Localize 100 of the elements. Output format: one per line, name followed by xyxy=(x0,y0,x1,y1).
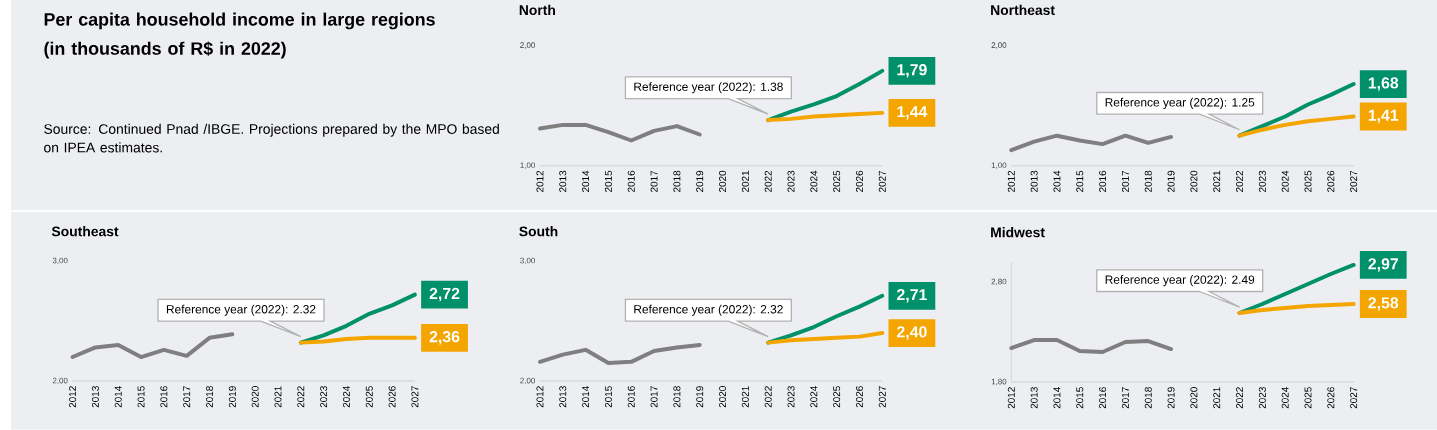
x-tick-label: 2014 xyxy=(114,386,122,408)
x-tick-label: 2017 xyxy=(1121,387,1129,409)
x-tick-label: 2014 xyxy=(582,386,590,408)
x-tick-label: 2018 xyxy=(673,170,681,193)
chart-title: South xyxy=(519,226,558,237)
x-tick-label: 2020 xyxy=(1190,170,1198,193)
x-tick-label: 2025 xyxy=(365,386,373,408)
x-tick-label: 2020 xyxy=(251,386,259,408)
data-label: 2,71 xyxy=(897,289,927,303)
data-label: 2,58 xyxy=(1368,297,1399,311)
annotation: Reference year (2022): 2.32 xyxy=(634,304,783,316)
x-tick-label: 2026 xyxy=(1327,170,1335,193)
x-tick-label: 2016 xyxy=(627,386,635,408)
x-tick-label: 2024 xyxy=(810,386,818,408)
x-tick-label: 2026 xyxy=(855,170,863,193)
x-tick-label: 2012 xyxy=(536,386,544,408)
x-tick-label: 2021 xyxy=(741,386,749,408)
x-tick-label: 2023 xyxy=(320,386,328,408)
x-tick-label: 2025 xyxy=(833,170,841,193)
x-tick-label: 2021 xyxy=(274,386,282,408)
x-tick-label: 2018 xyxy=(673,386,681,408)
x-tick-label: 2018 xyxy=(205,386,214,408)
x-tick-label: 2017 xyxy=(1121,171,1129,193)
chart-title: Southeast xyxy=(51,226,119,237)
x-tick-label: 2027 xyxy=(878,171,886,193)
x-tick-label: 2012 xyxy=(536,171,544,193)
x-tick-label: 2024 xyxy=(1281,387,1289,409)
x-tick-label: 2019 xyxy=(228,386,236,408)
x-tick-label: 2015 xyxy=(1076,170,1084,193)
annotation: Reference year (2022): 1.25 xyxy=(1105,97,1255,110)
x-tick-label: 2020 xyxy=(719,170,727,193)
line-series xyxy=(537,343,702,366)
x-tick-label: 2016 xyxy=(627,170,635,193)
x-tick-label: 2020 xyxy=(719,386,727,408)
line-series xyxy=(766,331,885,345)
x-tick-label: 2023 xyxy=(1258,170,1266,193)
x-tick-label: 2016 xyxy=(1099,170,1107,193)
x-tick-label: 2022 xyxy=(1236,171,1244,193)
x-tick-label: 2012 xyxy=(1007,171,1015,193)
x-tick-label: 2020 xyxy=(1190,387,1198,409)
data-label: 2,72 xyxy=(429,287,460,302)
x-tick-label: 2014 xyxy=(1053,170,1061,193)
x-tick-label: 2022 xyxy=(1236,387,1244,409)
x-tick-label: 2022 xyxy=(297,386,305,408)
x-tick-label: 2015 xyxy=(1076,387,1084,409)
annotation: Reference year (2022): 1.38 xyxy=(634,82,783,94)
x-tick-label: 2021 xyxy=(1213,171,1221,193)
chart-title: North xyxy=(519,4,555,16)
line-series xyxy=(1009,338,1174,355)
line-series xyxy=(70,332,235,360)
x-tick-label: 2014 xyxy=(582,170,590,193)
line-series xyxy=(1237,302,1356,316)
line-series xyxy=(1009,133,1174,153)
x-tick-label: 2013 xyxy=(559,386,567,408)
x-tick-label: 2012 xyxy=(69,386,77,408)
data-label: 1,44 xyxy=(897,106,928,120)
x-tick-label: 2016 xyxy=(160,386,168,408)
x-tick-label: 2018 xyxy=(1144,170,1152,193)
x-tick-label: 2025 xyxy=(1304,387,1312,409)
x-tick-label: 2014 xyxy=(1053,387,1061,409)
x-tick-label: 2024 xyxy=(1281,170,1289,193)
line-series xyxy=(537,123,702,143)
x-tick-label: 2019 xyxy=(696,386,704,408)
x-tick-label: 2017 xyxy=(650,171,658,193)
x-tick-label: 2019 xyxy=(1167,171,1175,193)
data-label: 2,40 xyxy=(897,326,927,340)
x-tick-label: 2026 xyxy=(1327,387,1335,409)
x-tick-label: 2024 xyxy=(810,170,818,193)
x-tick-label: 2021 xyxy=(741,171,749,193)
annotation: Reference year (2022): 2.49 xyxy=(1105,275,1255,287)
annotation: Reference year (2022): 2.32 xyxy=(166,304,316,316)
x-tick-label: 2013 xyxy=(1030,170,1038,193)
x-tick-label: 2016 xyxy=(1099,387,1107,409)
source-note: Source: Continued Pnad /IBGE. Projections prepared by the MPO based on IPEA estimates. xyxy=(44,123,499,153)
data-label: 1,41 xyxy=(1368,109,1399,124)
x-tick-label: 2025 xyxy=(833,386,841,408)
x-tick-label: 2019 xyxy=(1167,387,1175,409)
x-tick-label: 2012 xyxy=(1007,387,1015,409)
x-tick-label: 2022 xyxy=(764,171,772,193)
x-tick-label: 2027 xyxy=(878,386,886,408)
x-tick-label: 2027 xyxy=(1350,171,1358,193)
x-tick-label: 2013 xyxy=(1030,387,1038,409)
x-tick-label: 2022 xyxy=(764,386,772,408)
x-tick-label: 2015 xyxy=(604,170,612,193)
x-tick-label: 2023 xyxy=(1258,387,1266,409)
x-tick-label: 2021 xyxy=(1213,387,1221,409)
x-tick-label: 2023 xyxy=(787,386,795,408)
x-tick-label: 2025 xyxy=(1304,170,1312,193)
x-tick-label: 2019 xyxy=(696,171,704,193)
x-tick-label: 2023 xyxy=(787,170,795,193)
chart-title: Northeast xyxy=(991,4,1055,16)
text: Per capita household income in large regions (in thousands of R$ in 2022) xyxy=(44,12,435,59)
x-tick-label: 2018 xyxy=(1144,387,1152,409)
line-series xyxy=(766,111,885,123)
x-tick-label: 2013 xyxy=(91,386,99,408)
x-tick-label: 2027 xyxy=(1350,387,1358,409)
data-label: 2,36 xyxy=(429,331,460,345)
x-tick-label: 2024 xyxy=(342,386,350,408)
x-tick-label: 2017 xyxy=(650,386,658,408)
x-tick-label: 2015 xyxy=(604,386,612,408)
